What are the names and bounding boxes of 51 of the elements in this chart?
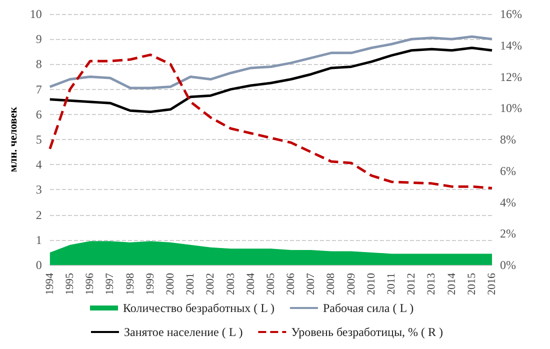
x-tick-label: 1999 xyxy=(144,272,156,295)
x-tick-label: 2005 xyxy=(264,272,277,295)
x-tick-label: 2015 xyxy=(466,272,478,295)
x-tick-label: 2011 xyxy=(386,273,398,295)
y-tick-label: 6 xyxy=(36,107,42,122)
x-tick-label: 2004 xyxy=(244,272,257,295)
y-tick-label: 10 xyxy=(30,7,42,21)
x-tick-label: 2000 xyxy=(164,272,176,295)
y2-tick-label: 12% xyxy=(500,70,522,84)
x-tick-label: 2002 xyxy=(204,273,217,295)
x-tick-label: 2007 xyxy=(305,272,318,295)
x-tick-label: 2013 xyxy=(426,272,438,295)
y2-tick-label: 10% xyxy=(500,101,522,116)
x-tick-label: 2009 xyxy=(345,272,358,295)
x-tick-label: 2010 xyxy=(365,272,378,295)
y-tick-label: 9 xyxy=(36,32,42,46)
x-tick-label: 2016 xyxy=(486,272,498,295)
x-tick-label: 2014 xyxy=(446,272,458,295)
y2-tick-label: 8% xyxy=(500,132,516,146)
y2-tick-label: 14% xyxy=(500,38,522,52)
legend-label: Рабочая сила ( L ) xyxy=(322,301,414,315)
y-tick-label: 8 xyxy=(36,57,42,72)
x-tick-label: 1995 xyxy=(64,272,76,295)
x-tick-label: 1996 xyxy=(84,272,96,295)
y-tick-label: 0 xyxy=(36,258,42,272)
line-series xyxy=(48,35,494,90)
legend-label: Уровень безработицы, % ( R ) xyxy=(291,325,444,339)
y-tick-label: 1 xyxy=(36,232,42,247)
x-tick-label: 2006 xyxy=(285,272,298,295)
y2-tick-label: 16% xyxy=(500,7,522,21)
x-tick-label: 2008 xyxy=(325,272,338,295)
legend-label: Занятое население ( L ) xyxy=(124,325,243,339)
y2-tick-label: 0% xyxy=(500,258,516,272)
x-tick-label: 1997 xyxy=(104,272,116,295)
x-tick-label: 2012 xyxy=(406,273,418,295)
y-tick-label: 5 xyxy=(36,132,42,146)
y2-tick-label: 2% xyxy=(500,226,516,241)
x-tick-label: 2001 xyxy=(184,273,197,295)
y-tick-label: 4 xyxy=(36,158,42,172)
legend-label: Количество безработных ( L ) xyxy=(123,301,275,315)
y-tick-label: 2 xyxy=(36,208,42,222)
x-tick-label: 1998 xyxy=(124,272,136,295)
line-series xyxy=(48,46,494,114)
y-tick-label: 3 xyxy=(36,182,42,197)
y-axis-title: млн. человек xyxy=(8,106,20,172)
line-series xyxy=(48,54,494,190)
y2-tick-label: 4% xyxy=(500,195,516,210)
x-tick-label: 1994 xyxy=(44,272,56,295)
y2-tick-label: 6% xyxy=(500,164,516,178)
x-tick-label: 2003 xyxy=(224,272,237,295)
y-tick-label: 7 xyxy=(36,82,42,96)
